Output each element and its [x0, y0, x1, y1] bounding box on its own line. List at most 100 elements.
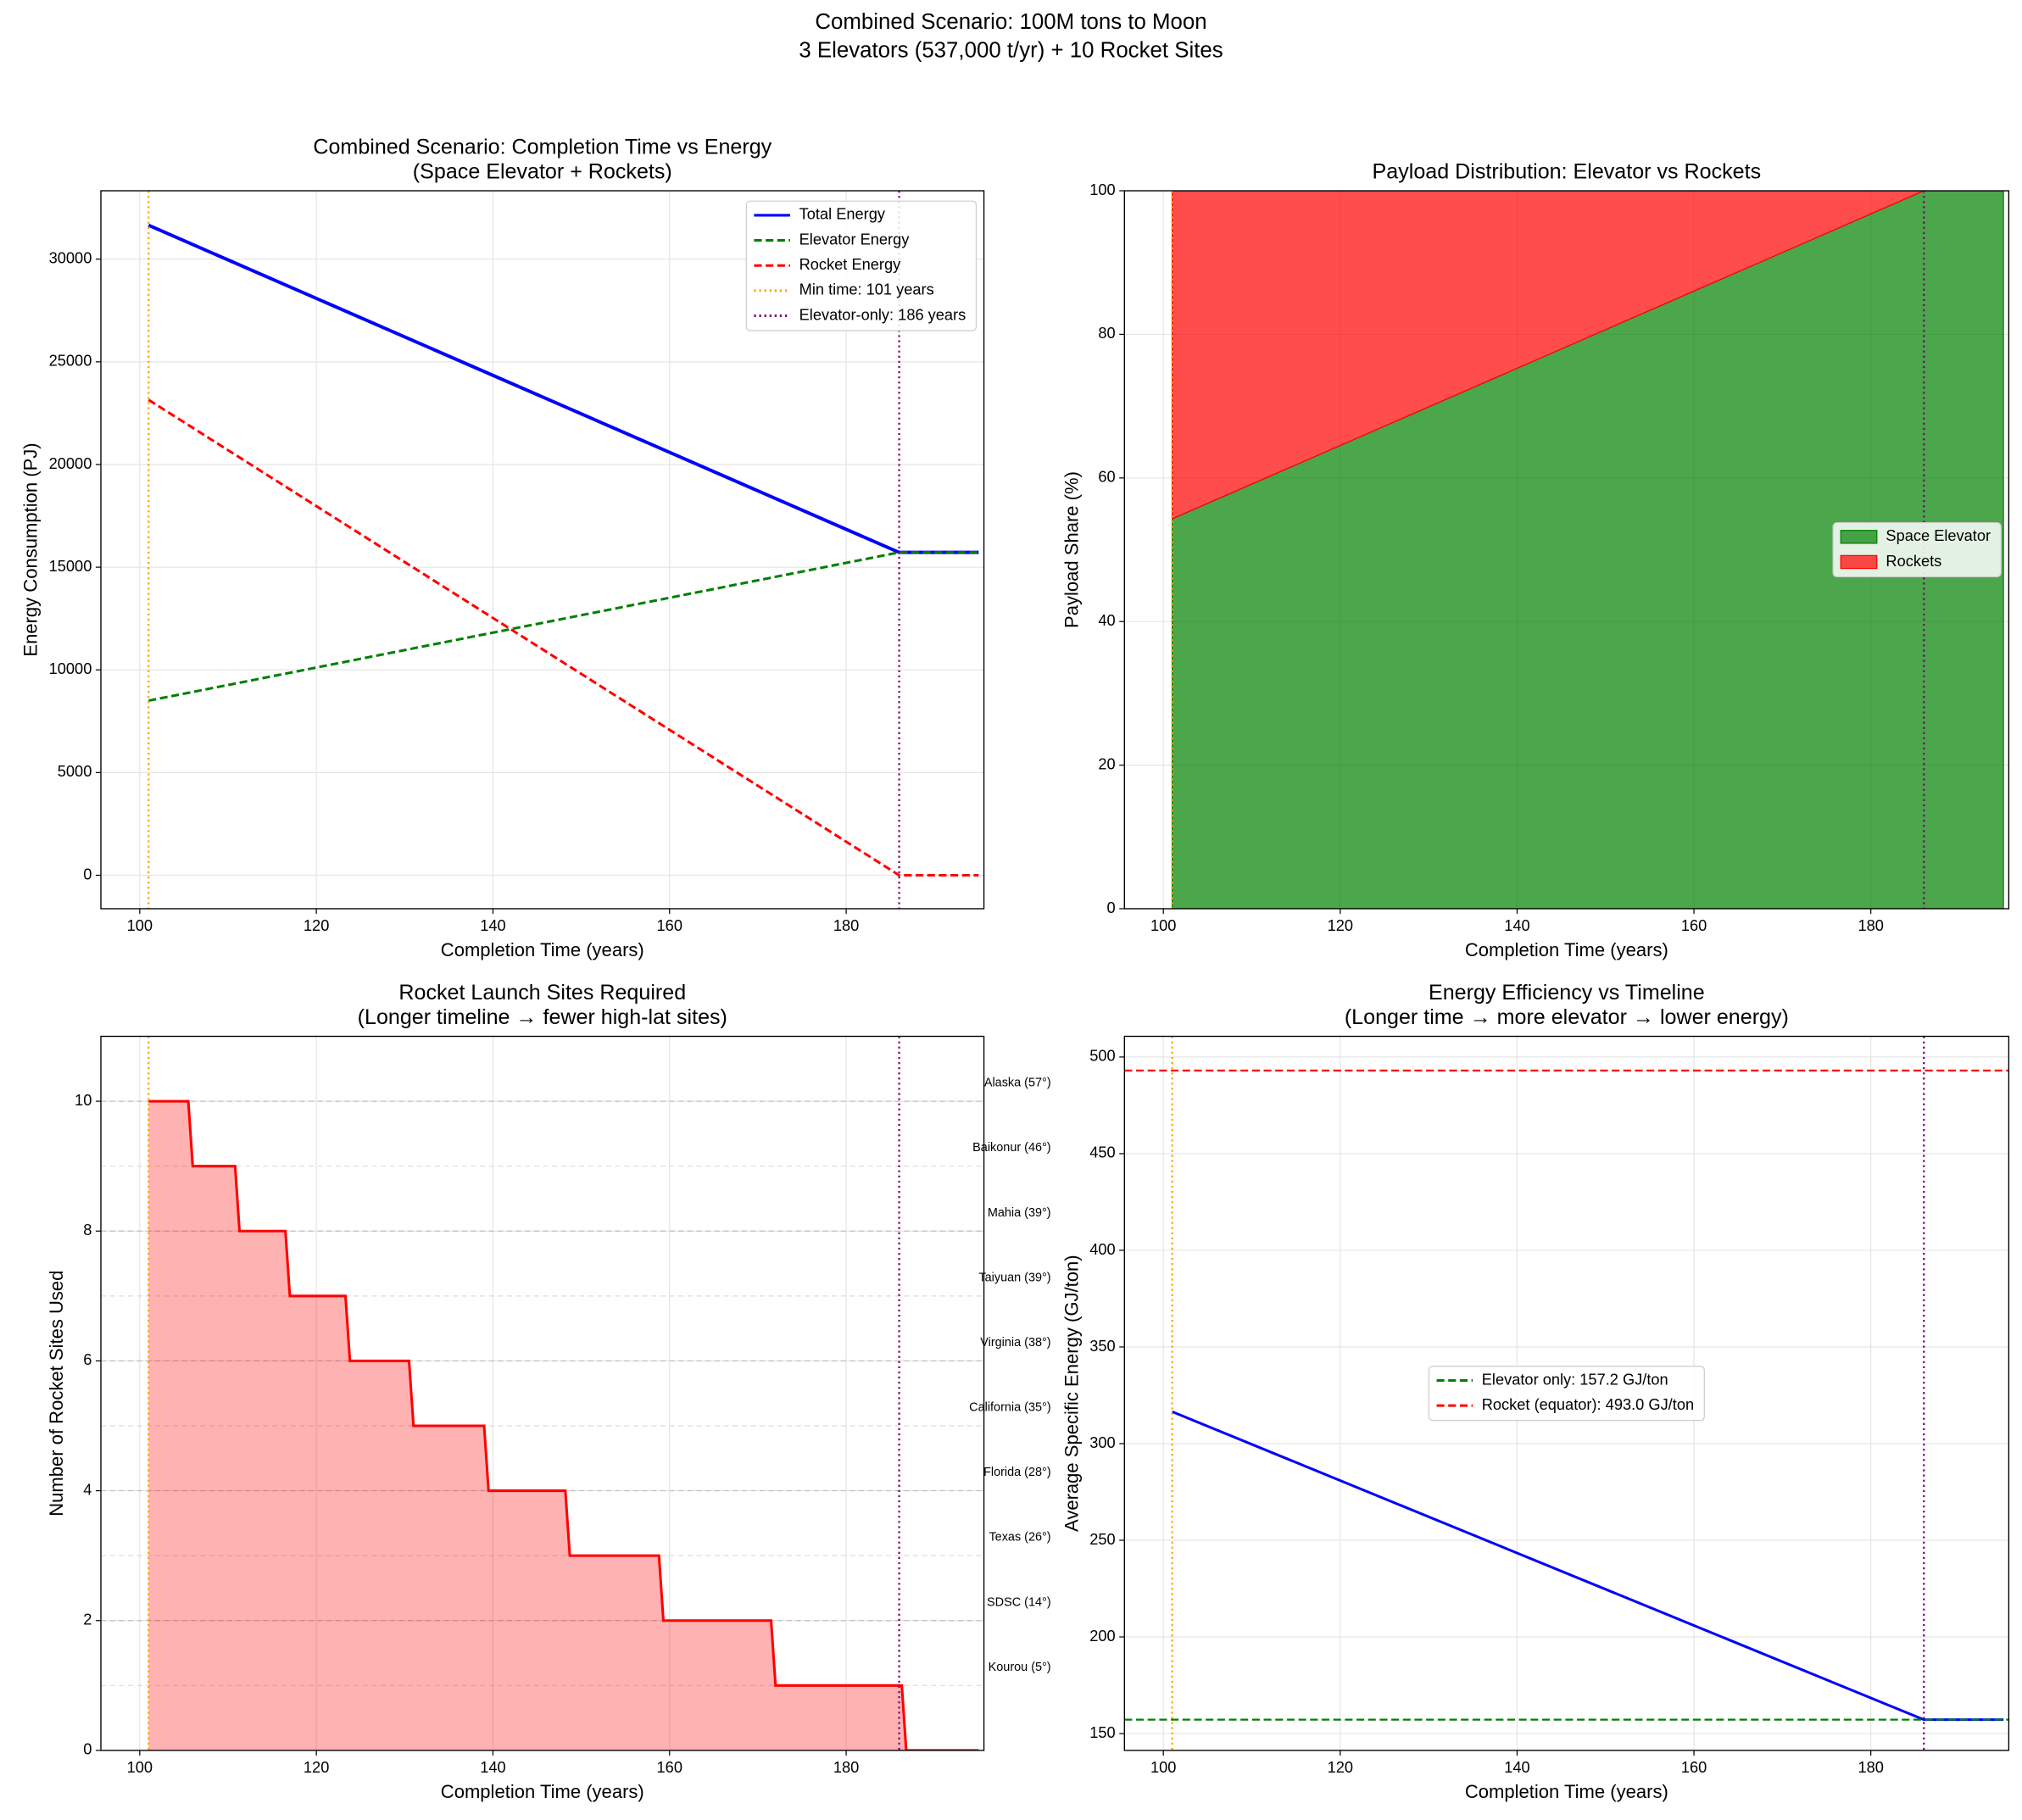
chart-title: (Longer timeline → fewer high-lat sites) — [358, 1005, 727, 1029]
data-area — [148, 1101, 979, 1750]
site-label: Kourou (5°) — [989, 1661, 1051, 1674]
y-tick-label: 2 — [83, 1611, 92, 1628]
y-tick-label: 40 — [1098, 611, 1115, 629]
legend-swatch — [1840, 530, 1878, 544]
x-axis-label: Completion Time (years) — [1465, 939, 1668, 960]
figure-title: Combined Scenario: 100M tons to Moon — [815, 10, 1206, 34]
y-tick-label: 300 — [1089, 1433, 1115, 1451]
x-tick-label: 140 — [480, 1758, 505, 1776]
x-tick-label: 160 — [1681, 916, 1707, 934]
x-tick-label: 160 — [1681, 1758, 1707, 1776]
y-tick-label: 0 — [83, 865, 92, 882]
site-label: Texas (26°) — [989, 1531, 1050, 1544]
x-axis-label: Completion Time (years) — [441, 939, 644, 960]
plot-area — [1124, 191, 2009, 909]
y-tick-label: 25000 — [49, 352, 92, 370]
y-tick-label: 20000 — [49, 454, 92, 472]
legend-box — [1428, 1366, 1705, 1422]
site-label: SDSC (14°) — [987, 1595, 1051, 1609]
plot-area — [100, 191, 984, 909]
x-tick-label: 160 — [657, 1758, 682, 1776]
site-label: Mahia (39°) — [988, 1206, 1051, 1220]
y-axis-label: Average Specific Energy (GJ/ton) — [1061, 1255, 1082, 1532]
chart-title: (Longer time → more elevator → lower ene… — [1345, 1005, 1789, 1029]
axes-frame — [100, 1035, 985, 1751]
site-label: Baikonur (46°) — [972, 1141, 1050, 1155]
y-tick-label: 20 — [1098, 754, 1115, 772]
legend-label: Rockets — [1886, 552, 1941, 570]
x-tick-label: 160 — [657, 916, 682, 934]
legend: Total Energy Elevator Energy Rocket Energy… — [745, 200, 978, 331]
legend-box — [745, 200, 978, 331]
data-line — [148, 551, 979, 703]
y-tick-label: 500 — [1089, 1047, 1115, 1065]
x-tick-label: 100 — [127, 916, 153, 934]
y-tick-label: 5000 — [58, 762, 92, 780]
data-area — [1172, 191, 2004, 909]
figure-subtitle: 3 Elevators (537,000 t/yr) + 10 Rocket S… — [799, 39, 1223, 63]
site-label: California (35°) — [969, 1401, 1050, 1415]
data-line — [148, 398, 979, 877]
legend-label: Rocket (equator): 493.0 GJ/ton — [1482, 1395, 1694, 1413]
plot-area — [100, 1036, 984, 1750]
y-tick-label: 250 — [1089, 1530, 1115, 1548]
y-tick-label: 350 — [1089, 1337, 1115, 1355]
x-tick-label: 120 — [304, 1758, 329, 1776]
x-tick-label: 180 — [1858, 1758, 1883, 1776]
y-tick-label: 8 — [83, 1221, 92, 1238]
y-tick-label: 400 — [1089, 1240, 1115, 1258]
axes-frame — [1123, 190, 2010, 910]
y-tick-label: 15000 — [49, 557, 92, 575]
x-axis-label: Completion Time (years) — [441, 1781, 644, 1802]
x-tick-label: 140 — [1504, 916, 1529, 934]
x-tick-label: 140 — [480, 916, 505, 934]
legend-label: Min time: 101 years — [799, 281, 934, 298]
x-axis-label: Completion Time (years) — [1465, 1781, 1668, 1802]
axes-frame — [1123, 1035, 2010, 1751]
y-tick-label: 6 — [83, 1350, 92, 1368]
y-tick-label: 0 — [83, 1740, 92, 1758]
y-axis-label: Number of Rocket Sites Used — [46, 1271, 67, 1517]
y-axis-label: Payload Share (%) — [1061, 471, 1082, 628]
chart-title: Rocket Launch Sites Required — [398, 981, 686, 1005]
chart-title: Energy Efficiency vs Timeline — [1429, 981, 1705, 1005]
y-tick-label: 60 — [1098, 468, 1115, 486]
x-tick-label: 140 — [1504, 1758, 1529, 1776]
x-tick-label: 100 — [1150, 916, 1176, 934]
legend-label: Total Energy — [799, 205, 886, 223]
site-label: Florida (28°) — [983, 1466, 1051, 1479]
x-tick-label: 180 — [1858, 916, 1883, 934]
legend: Elevator only: 157.2 GJ/ton Rocket (equat… — [1428, 1366, 1705, 1422]
y-tick-label: 450 — [1089, 1144, 1115, 1161]
x-tick-label: 100 — [127, 1758, 153, 1776]
x-tick-label: 100 — [1150, 1758, 1176, 1776]
y-axis-label: Energy Consumption (PJ) — [20, 442, 42, 656]
y-tick-label: 200 — [1089, 1627, 1115, 1645]
data-line — [148, 1099, 979, 1750]
legend-label: Elevator-only: 186 years — [799, 305, 966, 323]
legend: Space Elevator Rockets — [1832, 521, 2002, 578]
y-tick-label: 150 — [1089, 1723, 1115, 1741]
axes-frame — [100, 190, 985, 910]
y-tick-label: 10 — [75, 1091, 92, 1109]
x-tick-label: 120 — [1328, 1758, 1353, 1776]
legend-label: Space Elevator — [1886, 526, 1991, 544]
site-label: Taiyuan (39°) — [978, 1271, 1050, 1284]
x-tick-label: 180 — [833, 916, 859, 934]
site-label: Alaska (57°) — [984, 1077, 1051, 1090]
y-tick-label: 0 — [1107, 899, 1116, 916]
x-tick-label: 120 — [304, 916, 329, 934]
legend-label: Rocket Energy — [799, 255, 901, 273]
y-tick-label: 10000 — [49, 660, 92, 677]
chart-title: Combined Scenario: Completion Time vs En… — [313, 135, 771, 159]
chart-title: (Space Elevator + Rockets) — [413, 159, 672, 183]
site-label: Virginia (38°) — [980, 1336, 1050, 1350]
y-tick-label: 80 — [1098, 324, 1115, 342]
legend-label: Elevator only: 157.2 GJ/ton — [1482, 1370, 1668, 1388]
y-tick-label: 4 — [83, 1480, 92, 1498]
chart-title: Payload Distribution: Elevator vs Rocket… — [1373, 159, 1762, 183]
x-tick-label: 180 — [833, 1758, 859, 1776]
x-tick-label: 120 — [1328, 916, 1353, 934]
legend-label: Elevator Energy — [799, 230, 911, 248]
